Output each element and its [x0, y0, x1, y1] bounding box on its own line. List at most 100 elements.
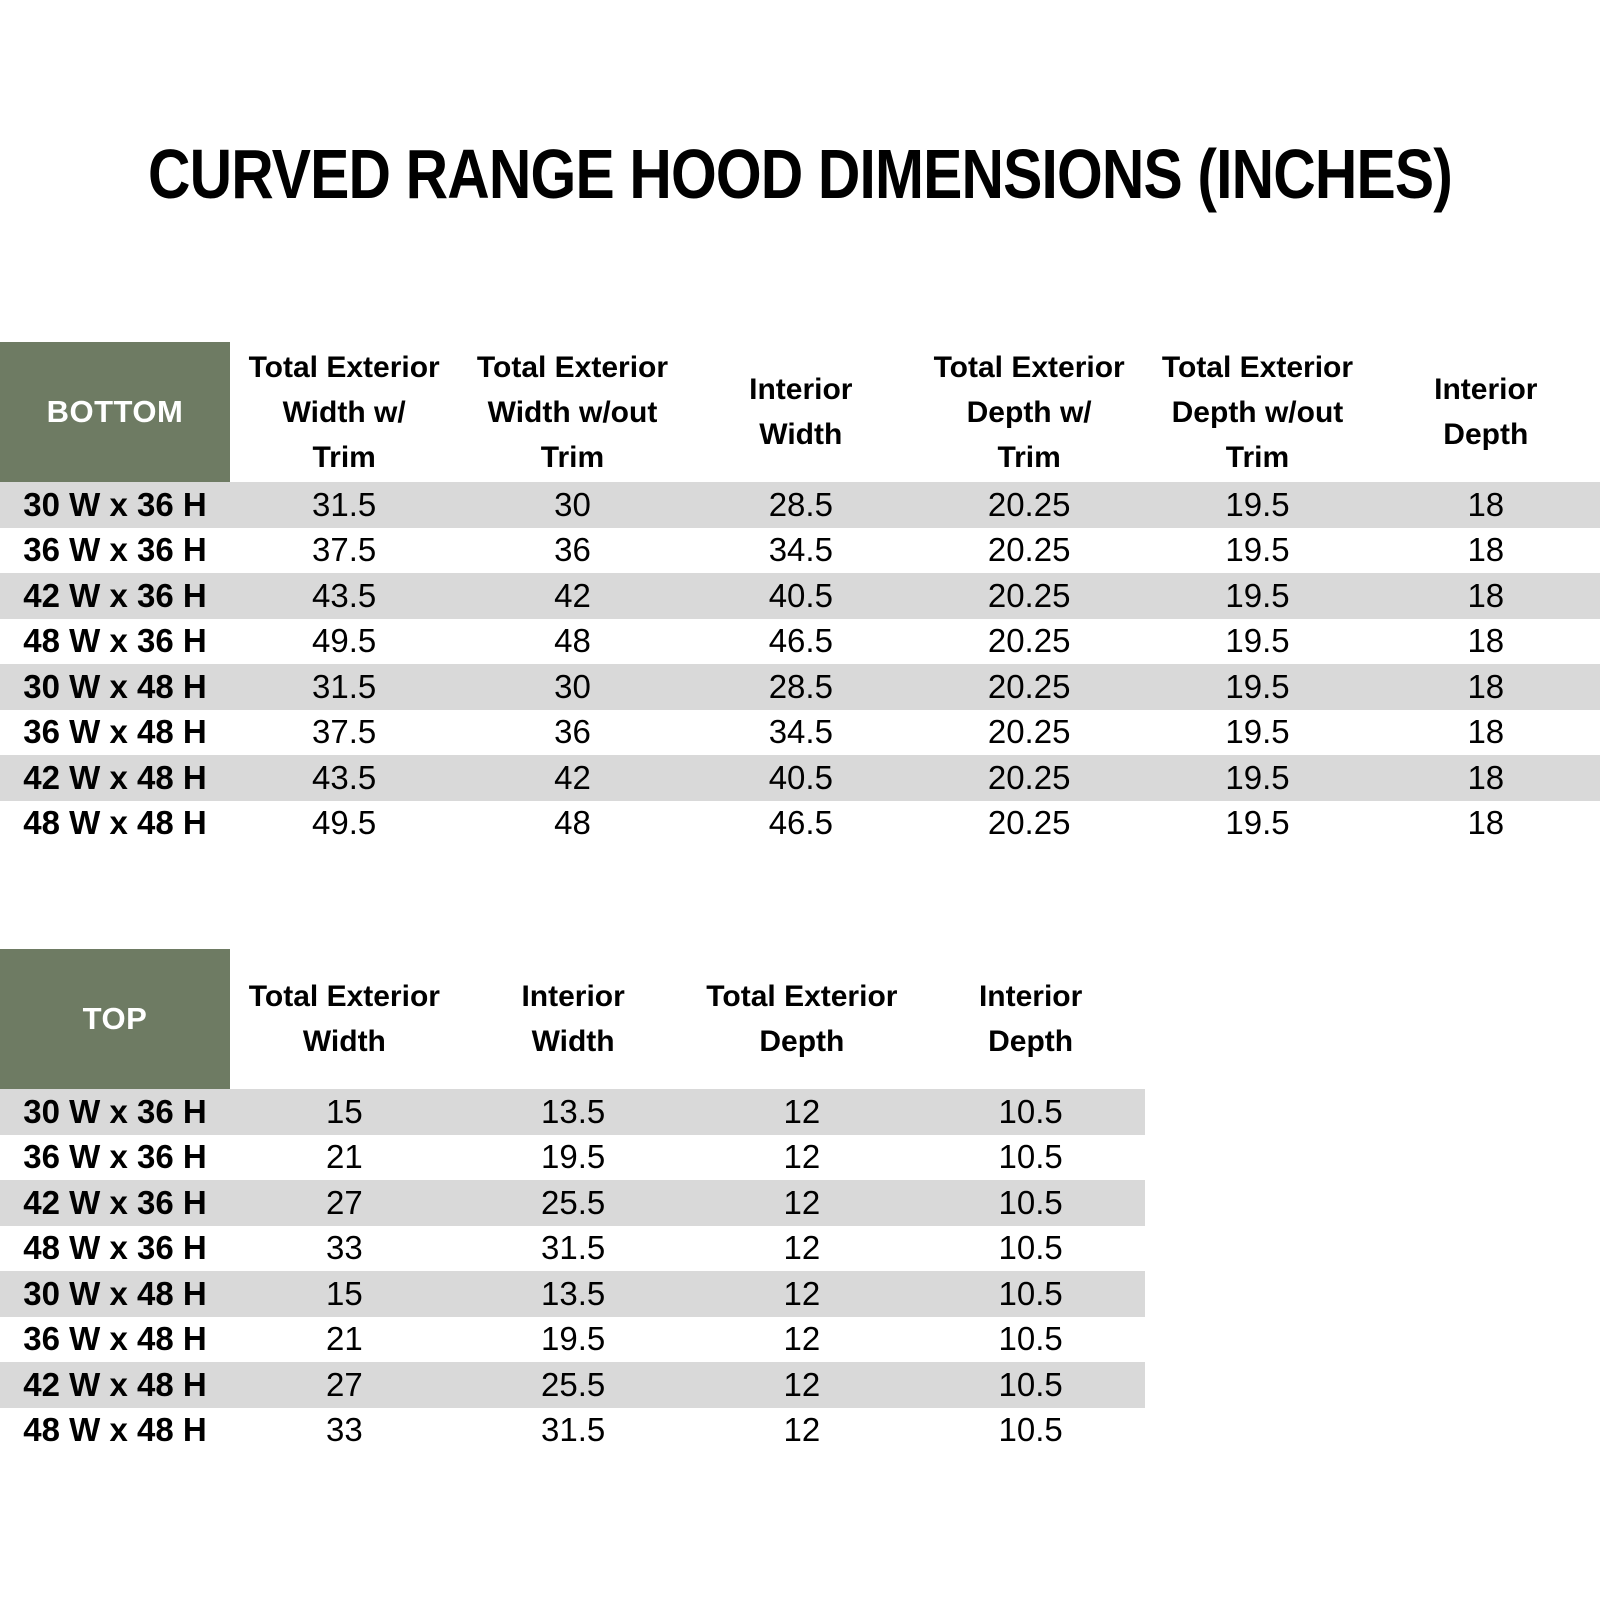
dimension-value: 49.5: [312, 622, 377, 660]
column-header-interior-width: Interior Width: [749, 373, 853, 451]
dimension-value: 15: [326, 1092, 363, 1130]
column-header-total-exterior-width-wout-trim: Total Exterior Width w/out Trim: [476, 350, 669, 474]
table-row: 48 W x 48 H 49.5 48 46.5 20.25 19.5 18: [0, 800, 1600, 846]
column-header-total-exterior-width: Total Exterior Width: [248, 980, 440, 1058]
row-label-size: 48 W x 48 H: [23, 804, 207, 842]
table-row: 42 W x 36 H 43.5 42 40.5 20.25 19.5 18: [0, 573, 1600, 619]
table-row: 42 W x 48 H 27 25.5 12 10.5: [0, 1362, 1145, 1408]
dimension-value: 18: [1467, 622, 1505, 660]
row-label-size: 48 W x 48 H: [23, 1411, 207, 1449]
dimension-value: 13.5: [541, 1092, 606, 1130]
dimension-value: 20.25: [987, 804, 1071, 842]
dimension-value: 12: [783, 1183, 821, 1221]
table-row: 36 W x 36 H 37.5 36 34.5 20.25 19.5 18: [0, 527, 1600, 573]
bottom-dimensions-table: BOTTOM Total Exterior Width w/ Trim Tota…: [0, 342, 1600, 846]
dimension-value: 27: [326, 1183, 363, 1221]
bottom-table-header-row: BOTTOM Total Exterior Width w/ Trim Tota…: [0, 342, 1600, 482]
table-row: 36 W x 48 H 37.5 36 34.5 20.25 19.5 18: [0, 709, 1600, 755]
dimension-value: 19.5: [1225, 804, 1290, 842]
dimension-value: 25.5: [541, 1365, 606, 1403]
dimension-value: 10.5: [998, 1229, 1063, 1267]
table-row: 36 W x 36 H 21 19.5 12 10.5: [0, 1134, 1145, 1180]
dimension-value: 42: [554, 758, 591, 796]
dimension-value: 10.5: [998, 1183, 1063, 1221]
bottom-table-body: 30 W x 36 H 31.5 30 28.5 20.25 19.5 18 36 W x 3…: [0, 482, 1600, 846]
dimension-value: 31.5: [541, 1411, 606, 1449]
dimension-value: 12: [783, 1274, 821, 1312]
dimension-value: 46.5: [768, 804, 833, 842]
table-row: 42 W x 48 H 43.5 42 40.5 20.25 19.5 18: [0, 755, 1600, 801]
dimension-value: 10.5: [998, 1320, 1063, 1358]
row-label-size: 48 W x 36 H: [23, 622, 207, 660]
dimension-value: 21: [326, 1138, 363, 1176]
row-label-size: 36 W x 36 H: [23, 531, 207, 569]
column-header-interior-width: Interior Width: [521, 980, 625, 1058]
table-row: 30 W x 36 H 31.5 30 28.5 20.25 19.5 18: [0, 482, 1600, 528]
dimension-value: 18: [1467, 531, 1505, 569]
dimension-value: 33: [326, 1229, 363, 1267]
dimension-value: 34.5: [768, 713, 833, 751]
dimension-value: 25.5: [541, 1183, 606, 1221]
dimension-value: 30: [554, 485, 591, 523]
row-label-size: 42 W x 36 H: [23, 1183, 207, 1221]
dimension-value: 21: [326, 1320, 363, 1358]
dimension-value: 19.5: [1225, 576, 1290, 614]
top-dimensions-table: TOP Total Exterior Width Interior Width …: [0, 949, 1145, 1453]
dimension-value: 28.5: [768, 485, 833, 523]
row-label-size: 30 W x 48 H: [23, 1274, 207, 1312]
dimension-value: 20.25: [987, 485, 1071, 523]
dimension-value: 12: [783, 1365, 821, 1403]
top-table-header-row: TOP Total Exterior Width Interior Width …: [0, 949, 1145, 1089]
dimension-value: 31.5: [312, 485, 377, 523]
dimension-value: 49.5: [312, 804, 377, 842]
dimension-value: 19.5: [541, 1320, 606, 1358]
dimension-value: 12: [783, 1229, 821, 1267]
top-table-corner-label: TOP: [0, 949, 230, 1089]
row-label-size: 48 W x 36 H: [23, 1229, 207, 1267]
dimension-value: 15: [326, 1274, 363, 1312]
dimension-value: 10.5: [998, 1365, 1063, 1403]
row-label-size: 42 W x 48 H: [23, 758, 207, 796]
table-row: 42 W x 36 H 27 25.5 12 10.5: [0, 1180, 1145, 1226]
dimension-value: 18: [1467, 576, 1505, 614]
dimension-value: 27: [326, 1365, 363, 1403]
dimension-value: 31.5: [541, 1229, 606, 1267]
row-label-size: 42 W x 48 H: [23, 1365, 207, 1403]
top-table-body: 30 W x 36 H 15 13.5 12 10.5 36 W x 36 H 21 19.5…: [0, 1089, 1145, 1453]
dimension-value: 18: [1467, 667, 1505, 705]
dimension-value: 30: [554, 667, 591, 705]
dimension-value: 36: [554, 713, 591, 751]
column-header-total-exterior-depth-wout-trim: Total Exterior Depth w/out Trim: [1161, 350, 1354, 474]
row-label-size: 36 W x 36 H: [23, 1138, 207, 1176]
dimension-value: 40.5: [768, 576, 833, 614]
row-label-size: 36 W x 48 H: [23, 713, 207, 751]
dimension-value: 19.5: [1225, 758, 1290, 796]
dimension-value: 42: [554, 576, 591, 614]
column-header-total-exterior-width-w-trim: Total Exterior Width w/ Trim: [248, 350, 440, 474]
dimension-value: 19.5: [1225, 667, 1290, 705]
table-row: 30 W x 48 H 15 13.5 12 10.5: [0, 1271, 1145, 1317]
column-header-total-exterior-depth: Total Exterior Depth: [706, 980, 898, 1058]
dimension-value: 10.5: [998, 1138, 1063, 1176]
dimension-value: 18: [1467, 485, 1505, 523]
dimension-value: 10.5: [998, 1411, 1063, 1449]
dimension-value: 12: [783, 1411, 821, 1449]
row-label-size: 36 W x 48 H: [23, 1320, 207, 1358]
dimension-value: 46.5: [768, 622, 833, 660]
dimension-value: 33: [326, 1411, 363, 1449]
row-label-size: 30 W x 36 H: [23, 485, 207, 523]
dimension-value: 37.5: [312, 531, 377, 569]
dimension-value: 20.25: [987, 576, 1071, 614]
dimension-value: 20.25: [987, 531, 1071, 569]
dimension-value: 48: [554, 622, 591, 660]
dimension-value: 10.5: [998, 1274, 1063, 1312]
dimension-value: 19.5: [1225, 531, 1290, 569]
table-row: 48 W x 36 H 33 31.5 12 10.5: [0, 1225, 1145, 1271]
dimension-value: 48: [554, 804, 591, 842]
table-row: 36 W x 48 H 21 19.5 12 10.5: [0, 1316, 1145, 1362]
page-title: CURVED RANGE HOOD DIMENSIONS (INCHES): [147, 135, 1453, 213]
dimension-value: 43.5: [312, 758, 377, 796]
dimension-value: 31.5: [312, 667, 377, 705]
row-label-size: 30 W x 48 H: [23, 667, 207, 705]
